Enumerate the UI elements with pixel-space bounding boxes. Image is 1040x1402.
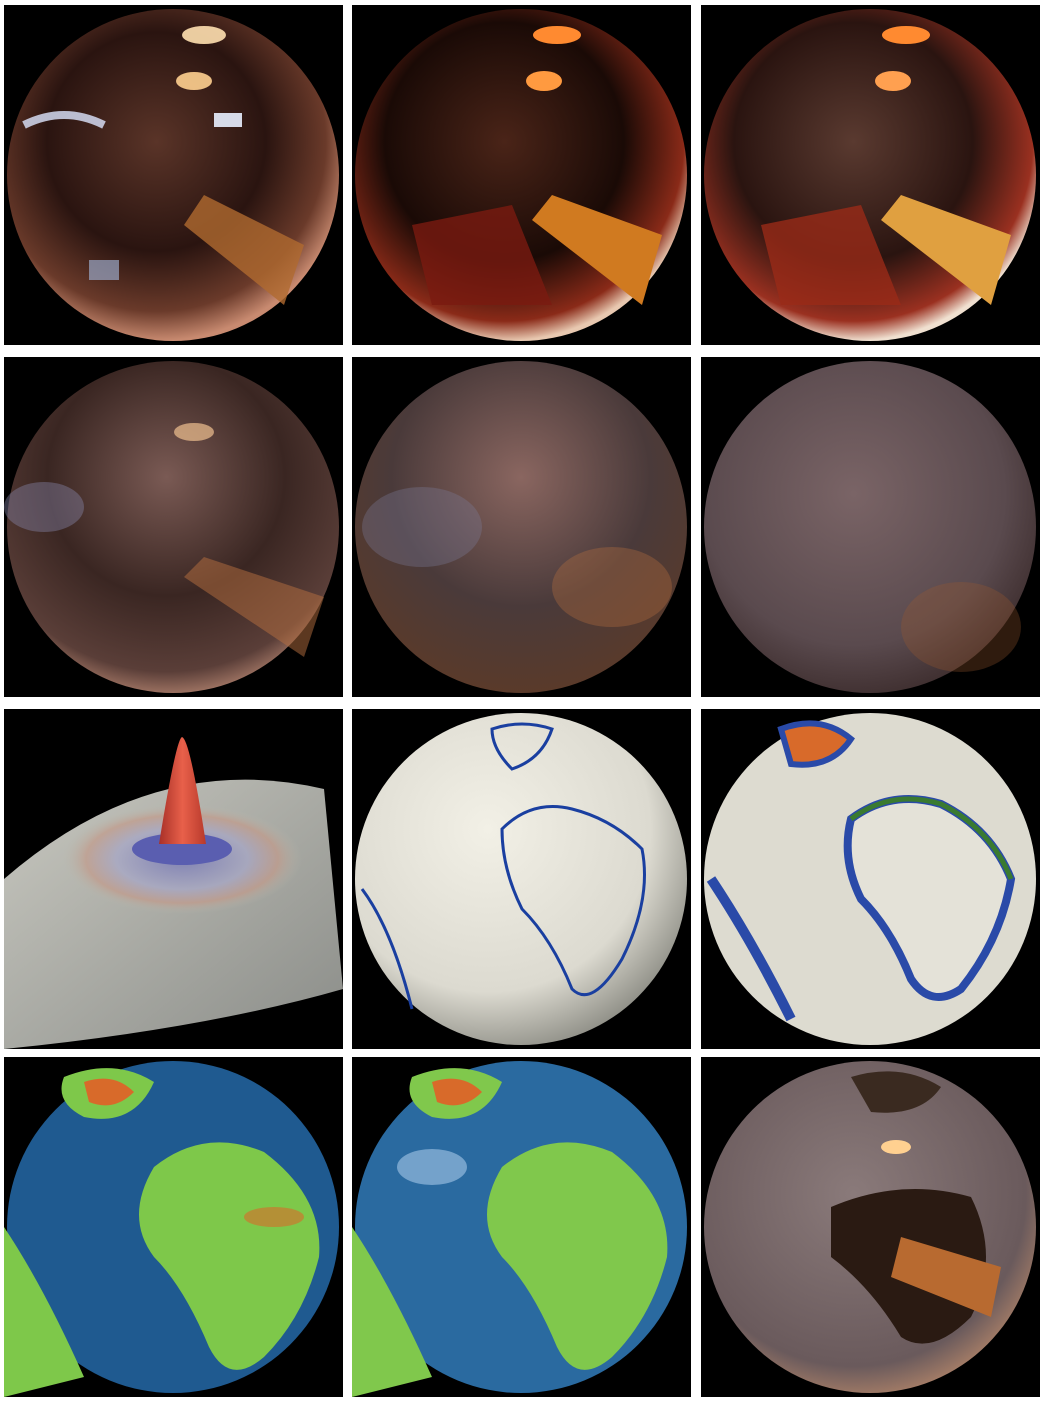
panel-sphere-medium-blur	[352, 357, 691, 697]
earth-globe-rough-image	[4, 1061, 339, 1397]
sphere-medium-blur-image	[355, 361, 687, 693]
sphere-light-blur-image	[4, 361, 339, 693]
sphere-high-detail-image	[704, 9, 1036, 341]
white-globe-stippled-image	[704, 713, 1036, 1045]
panel-earth-globe-glossy	[352, 1057, 691, 1397]
white-globe-outlines-image	[355, 713, 687, 1045]
sphere-diffuse-image	[704, 361, 1036, 693]
panel-sphere-diffuse	[701, 357, 1040, 697]
panel-earth-globe-rough	[4, 1057, 343, 1397]
globe-cutout-reflection-image	[704, 1061, 1036, 1393]
sphere-enhanced-image	[355, 9, 687, 341]
peak-surface-image	[4, 737, 343, 1049]
panel-peak-surface	[4, 709, 343, 1049]
panel-white-globe-stippled	[701, 709, 1040, 1049]
panel-sphere-high-detail	[701, 5, 1040, 345]
panel-glossy-sphere	[4, 5, 343, 345]
panel-sphere-light-blur	[4, 357, 343, 697]
panel-globe-cutout-reflection	[701, 1057, 1040, 1397]
glossy-sphere-image	[7, 9, 339, 341]
earth-globe-glossy-image	[352, 1061, 687, 1397]
panel-white-globe-outlines	[352, 709, 691, 1049]
panel-sphere-enhanced	[352, 5, 691, 345]
